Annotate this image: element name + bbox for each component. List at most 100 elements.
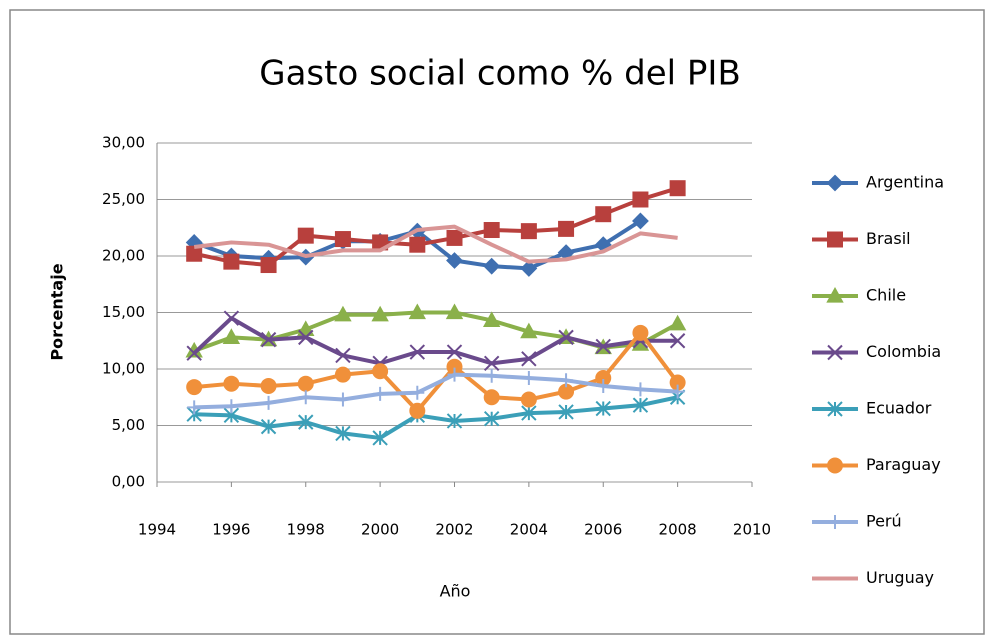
point <box>334 305 352 322</box>
point <box>521 405 537 421</box>
point <box>558 220 575 237</box>
point <box>668 314 687 331</box>
point <box>222 328 241 344</box>
legend-label: Uruguay <box>866 568 934 587</box>
point <box>633 382 648 397</box>
point <box>483 355 500 372</box>
point <box>260 418 277 435</box>
point <box>521 351 537 367</box>
x-axis-label: Año <box>440 582 471 601</box>
point <box>187 400 202 415</box>
point <box>409 236 426 253</box>
point <box>223 375 240 392</box>
point <box>483 389 500 406</box>
point <box>410 385 425 400</box>
point <box>826 286 844 303</box>
point <box>632 191 649 208</box>
point <box>670 384 685 399</box>
y-tick-label: 15,00 <box>102 303 145 321</box>
series-line <box>192 316 678 366</box>
point <box>558 329 574 346</box>
point <box>261 395 276 410</box>
point <box>298 329 314 346</box>
point <box>559 373 574 388</box>
point <box>298 390 313 405</box>
point <box>372 430 388 446</box>
point <box>827 231 843 248</box>
legend-label: Ecuador <box>866 399 932 418</box>
legend-label: Perú <box>866 512 902 531</box>
point <box>483 257 501 275</box>
legend-label: Colombia <box>866 342 941 361</box>
x-tick-label: 1998 <box>287 521 325 539</box>
point <box>520 391 537 408</box>
point <box>297 375 314 392</box>
x-tick-label: 2010 <box>733 521 771 539</box>
series-line <box>194 395 679 440</box>
series-line <box>193 224 678 264</box>
point <box>632 397 649 413</box>
point <box>484 368 499 383</box>
point <box>669 333 686 349</box>
point <box>186 379 203 396</box>
point <box>521 371 536 386</box>
point <box>595 206 612 223</box>
point <box>334 366 351 383</box>
point <box>827 401 843 417</box>
x-tick-label: 2006 <box>584 521 622 539</box>
point <box>669 180 686 197</box>
point <box>447 367 462 382</box>
point <box>298 414 314 430</box>
point <box>223 253 240 270</box>
point <box>483 411 500 427</box>
point <box>260 257 277 274</box>
point <box>334 231 351 248</box>
y-tick-label: 0,00 <box>112 473 145 491</box>
x-tick-label: 2000 <box>361 521 399 539</box>
point <box>632 212 649 230</box>
point <box>482 311 501 328</box>
point <box>446 252 463 269</box>
point <box>373 386 388 401</box>
y-tick-label: 10,00 <box>102 360 145 378</box>
point <box>446 229 463 246</box>
y-tick-label: 5,00 <box>112 416 145 434</box>
y-axis-label: Porcentaje <box>48 263 67 360</box>
point <box>520 223 537 240</box>
point <box>297 320 315 337</box>
point <box>827 344 843 361</box>
point <box>409 344 426 360</box>
point <box>186 345 202 361</box>
point <box>483 222 500 239</box>
point <box>224 399 239 414</box>
y-tick-label: 30,00 <box>102 134 145 152</box>
x-tick-label: 2002 <box>435 521 473 539</box>
legend-label: Argentina <box>866 173 944 192</box>
point <box>520 322 538 339</box>
point <box>335 347 351 364</box>
point <box>828 515 842 529</box>
point <box>596 378 611 393</box>
x-tick-label: 1996 <box>212 521 250 539</box>
point <box>446 344 463 360</box>
point <box>409 402 426 419</box>
legend-label: Chile <box>866 286 906 305</box>
point <box>408 303 427 320</box>
point <box>297 227 314 244</box>
point <box>260 331 277 348</box>
point <box>595 400 611 417</box>
point <box>335 425 351 442</box>
x-tick-label: 2004 <box>510 521 548 539</box>
point <box>445 303 464 320</box>
point <box>223 310 240 326</box>
point <box>446 413 463 429</box>
legend-label: Brasil <box>866 229 911 248</box>
point <box>826 174 844 192</box>
point <box>558 404 574 420</box>
chart-title: Gasto social como % del PIB <box>259 54 741 94</box>
x-tick-label: 2008 <box>659 521 697 539</box>
point <box>595 338 611 355</box>
x-tick-label: 1994 <box>138 521 176 539</box>
point <box>371 305 389 322</box>
